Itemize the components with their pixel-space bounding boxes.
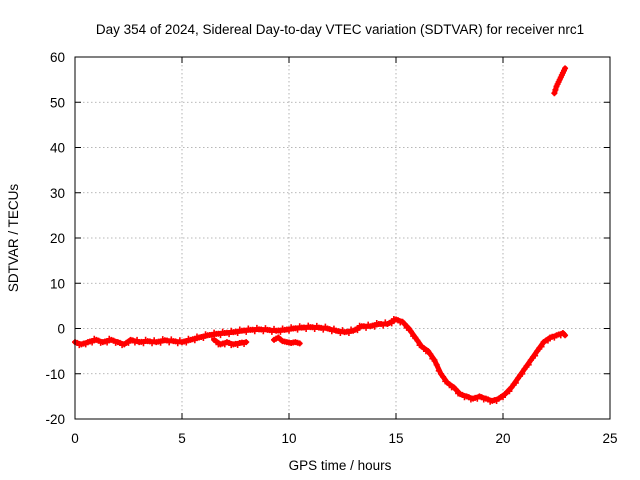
data-point [562, 65, 569, 72]
data-point [519, 370, 526, 377]
data-point [527, 357, 534, 364]
data-point [243, 328, 250, 335]
y-tick-label: -20 [45, 412, 65, 427]
data-point [525, 361, 532, 368]
data-point [200, 335, 207, 342]
data-point [401, 320, 408, 327]
data-point [104, 339, 111, 346]
data-point [388, 320, 395, 327]
data-point [191, 337, 198, 344]
series-line [72, 316, 568, 404]
data-point [234, 330, 241, 337]
data-layer [72, 65, 569, 405]
data-point [506, 388, 513, 395]
data-point [277, 328, 284, 335]
data-point [208, 333, 215, 340]
ticks [74, 56, 611, 420]
x-axis-label: GPS time / hours [289, 458, 392, 473]
data-point [89, 339, 96, 346]
data-point [532, 352, 539, 359]
y-tick-label: 40 [50, 141, 65, 156]
series-nrc1-late [551, 65, 569, 97]
data-point [183, 339, 190, 346]
x-tick-label: 20 [495, 431, 510, 446]
data-point [508, 384, 515, 391]
data-point [407, 328, 414, 335]
data-point [437, 370, 444, 377]
data-point [405, 325, 412, 332]
data-point [534, 348, 541, 355]
x-tick-label: 5 [178, 431, 186, 446]
x-tick-label: 25 [602, 431, 617, 446]
data-point [140, 340, 147, 347]
data-point [125, 339, 132, 346]
data-point [538, 343, 545, 350]
series-nrc1 [72, 315, 569, 405]
data-point [521, 366, 528, 373]
data-point [251, 328, 258, 335]
data-point [226, 331, 233, 338]
data-point [427, 351, 434, 358]
data-point [562, 332, 569, 339]
y-tick-label: 0 [57, 322, 65, 337]
data-point [512, 379, 519, 386]
data-point [551, 90, 558, 97]
data-point [514, 375, 521, 382]
data-point [552, 86, 559, 93]
data-point [243, 339, 250, 346]
data-point [157, 339, 164, 346]
data-point [452, 386, 459, 393]
y-tick-label: 10 [50, 276, 65, 291]
data-point [286, 327, 292, 334]
x-tick-label: 0 [71, 431, 79, 446]
data-point [433, 361, 440, 368]
data-point [420, 345, 427, 352]
data-point [217, 332, 224, 339]
data-point [446, 381, 453, 388]
data-point [371, 323, 378, 330]
data-point [431, 357, 438, 364]
data-point [425, 348, 432, 355]
data-point [380, 322, 387, 329]
grid [75, 57, 610, 419]
chart-title: Day 354 of 2024, Sidereal Day-to-day VTE… [96, 22, 584, 37]
y-axis-label: SDTVAR / TECUs [6, 184, 21, 293]
data-point [412, 334, 419, 341]
data-point [414, 337, 421, 344]
data-point [260, 328, 267, 335]
data-point [500, 394, 506, 401]
data-point [363, 324, 370, 331]
data-point [345, 330, 352, 337]
series-nrc1-spur-10 [271, 334, 303, 347]
series-nrc1-spur-6 [211, 336, 250, 349]
y-tick-label: 60 [50, 50, 65, 65]
data-point [303, 325, 310, 332]
data-point [440, 373, 447, 380]
y-tick-label: 30 [50, 186, 65, 201]
x-tick-label: 10 [281, 431, 296, 446]
y-tick-label: 20 [50, 231, 65, 246]
y-tick-label: 50 [50, 95, 65, 110]
data-point [296, 340, 303, 347]
tick-labels: 0 5 10 15 20 25 -20 -10 0 10 20 30 40 50 60 [45, 50, 617, 446]
data-point [294, 326, 301, 333]
data-point [354, 327, 361, 334]
data-point [544, 337, 551, 344]
y-tick-label: -10 [45, 367, 65, 382]
data-point [213, 338, 220, 345]
data-point [311, 325, 318, 332]
x-tick-label: 15 [388, 431, 403, 446]
data-point [560, 331, 567, 338]
